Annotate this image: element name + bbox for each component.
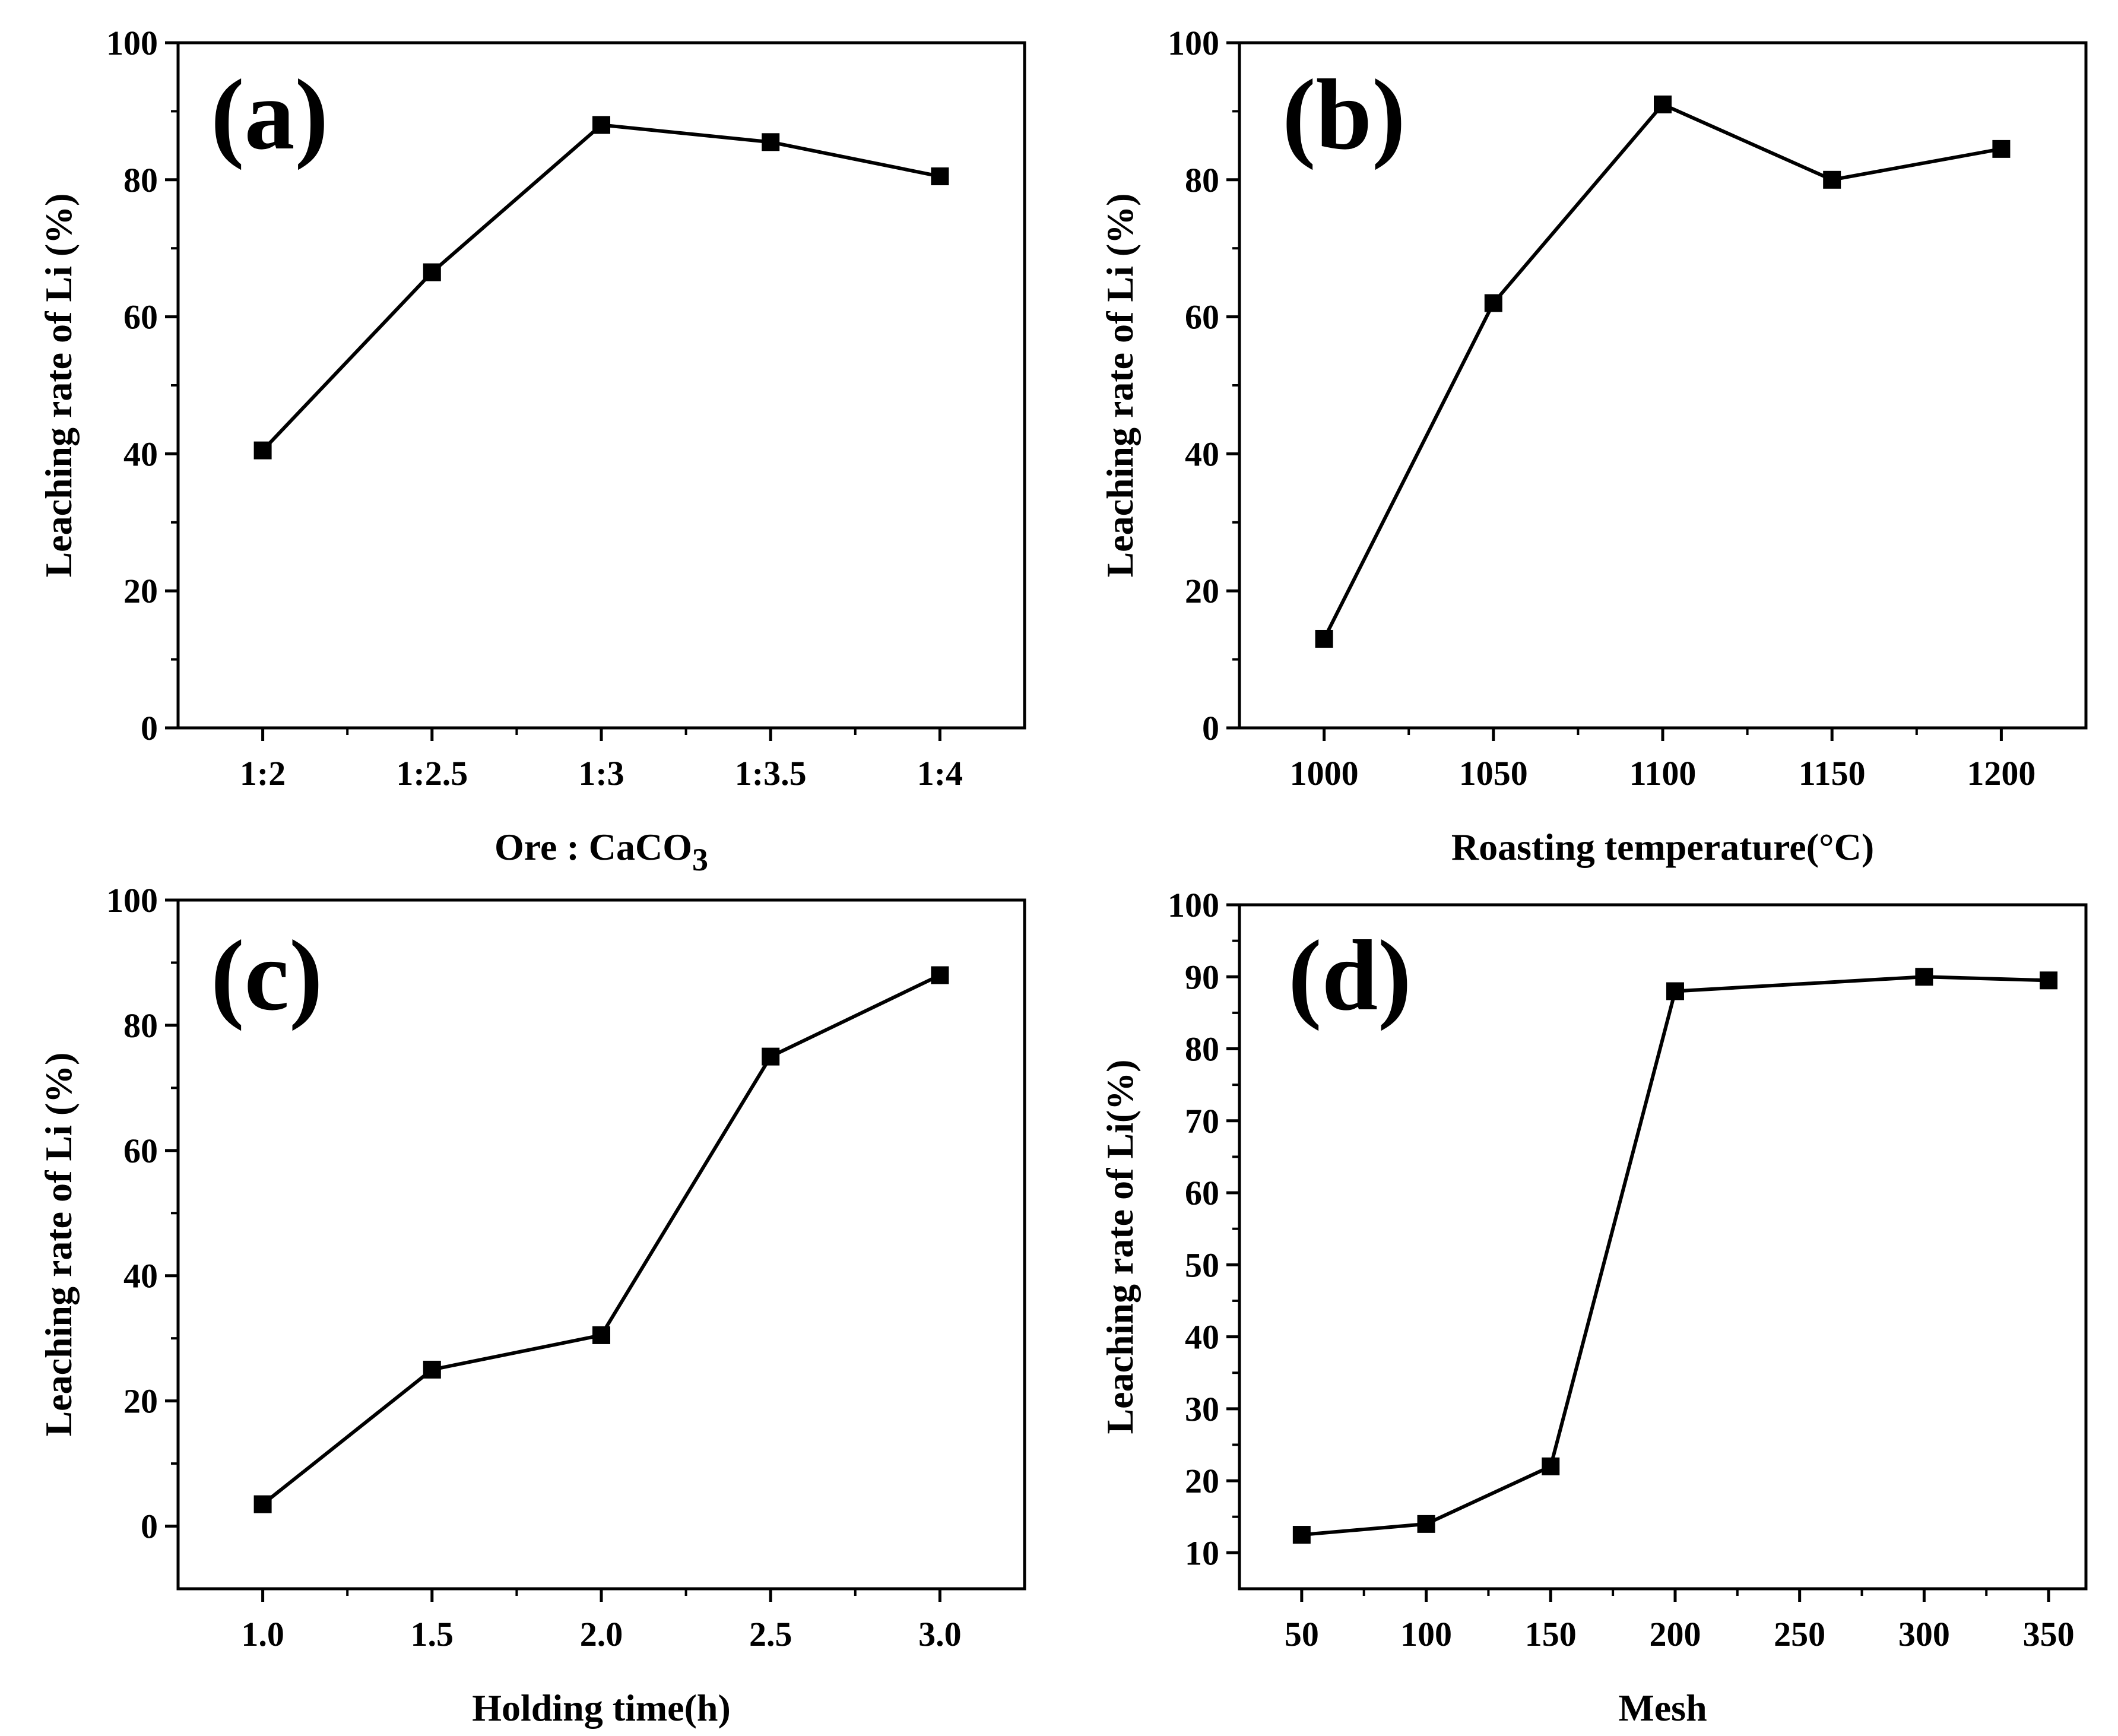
- x-axis-title: Roasting temperature(°C): [1451, 826, 1874, 868]
- data-point: [2040, 971, 2058, 990]
- x-tick-label: 1.0: [241, 1615, 284, 1653]
- x-axis-title: Mesh: [1618, 1687, 1707, 1729]
- y-tick-label: 100: [1168, 886, 1219, 924]
- y-axis-title: Leaching rate of Li(%): [1099, 1060, 1141, 1434]
- x-tick-label: 200: [1649, 1615, 1701, 1653]
- data-point: [1823, 170, 1841, 189]
- y-tick-label: 20: [1185, 572, 1219, 610]
- y-tick-label: 0: [1202, 709, 1219, 747]
- panel-label: (d): [1288, 920, 1412, 1031]
- x-tick-label: 150: [1525, 1615, 1577, 1653]
- data-point: [253, 1495, 272, 1513]
- x-tick-label: 1:2.5: [396, 754, 468, 793]
- y-tick-label: 90: [1185, 958, 1219, 996]
- data-point: [931, 167, 949, 186]
- data-point: [592, 116, 610, 134]
- y-axis-title: Leaching rate of Li (%): [1099, 194, 1141, 578]
- x-tick-label: 3.0: [918, 1615, 962, 1653]
- x-tick-label: 2.5: [749, 1615, 792, 1653]
- data-point: [1292, 1526, 1311, 1544]
- x-axis-title: Holding time(h): [472, 1687, 731, 1729]
- data-point: [592, 1326, 610, 1344]
- data-point: [1915, 968, 1933, 986]
- x-tick-label: 1050: [1459, 754, 1528, 793]
- y-tick-label: 20: [123, 1382, 158, 1421]
- x-tick-label: 100: [1400, 1615, 1452, 1653]
- y-tick-label: 40: [1185, 435, 1219, 473]
- x-tick-label: 2.0: [580, 1615, 623, 1653]
- y-tick-label: 100: [106, 881, 158, 920]
- data-point: [1315, 629, 1333, 648]
- panel-label: (c): [211, 920, 323, 1031]
- y-tick-label: 40: [1185, 1318, 1219, 1357]
- y-tick-label: 80: [1185, 161, 1219, 199]
- plot-frame: [1238, 903, 2088, 1591]
- y-axis-title: Leaching rate of Li (%): [37, 194, 80, 578]
- panel-label: (b): [1282, 59, 1406, 170]
- y-axis-title: Leaching rate of Li (%): [37, 1053, 80, 1437]
- y-tick-label: 70: [1185, 1102, 1219, 1141]
- data-point: [1484, 294, 1502, 312]
- panel-b: 0 20 40 60 80 100 1000 1050 1100 1150 1200 Roasting…: [1099, 24, 2088, 868]
- y-tick-label: 20: [1185, 1462, 1219, 1500]
- y-tick-label: 60: [1185, 298, 1219, 337]
- y-tick-label: 80: [123, 161, 158, 199]
- y-tick-label: 0: [141, 709, 158, 747]
- data-point: [1542, 1457, 1560, 1475]
- series-line: [261, 973, 941, 1506]
- y-tick-label: 60: [123, 298, 158, 337]
- data-point: [762, 133, 780, 151]
- y-tick-label: 100: [1168, 24, 1219, 62]
- series-line: [1322, 102, 2002, 640]
- data-point: [1417, 1515, 1435, 1533]
- x-tick-label: 1100: [1629, 754, 1697, 793]
- x-tick-label: 300: [1898, 1615, 1950, 1653]
- x-tick-label: 1:3.5: [735, 754, 807, 793]
- x-tick-label: 250: [1774, 1615, 1825, 1653]
- panel-d: 10 20 30 40 50 60 70 80 90 100 50 100 150 200 250 300 35…: [1099, 886, 2088, 1729]
- panel-c: 0 20 40 60 80 100 1.0 1.5 2.0 2.5 3.0 Holding time(…: [37, 881, 1026, 1729]
- series-line: [1301, 975, 2049, 1537]
- y-tick-label: 30: [1185, 1390, 1219, 1428]
- y-tick-label: 20: [123, 572, 158, 610]
- y-tick-label: 80: [123, 1006, 158, 1045]
- series-line: [261, 123, 940, 452]
- x-tick-label: 350: [2023, 1615, 2075, 1653]
- y-tick-label: 80: [1185, 1030, 1219, 1069]
- panel-label: (a): [211, 59, 328, 170]
- y-tick-label: 40: [123, 1257, 158, 1295]
- y-tick-label: 100: [106, 24, 158, 62]
- y-tick-label: 40: [123, 435, 158, 473]
- y-tick-label: 10: [1185, 1534, 1219, 1572]
- y-tick-label: 0: [141, 1507, 158, 1546]
- data-point: [1654, 95, 1672, 113]
- data-point: [423, 263, 441, 281]
- x-tick-label: 1:3: [578, 754, 624, 793]
- y-tick-label: 60: [1185, 1174, 1219, 1212]
- data-point: [253, 441, 272, 460]
- data-point: [931, 966, 949, 984]
- data-point: [1992, 140, 2011, 158]
- y-tick-label: 50: [1185, 1246, 1219, 1284]
- x-tick-label: 1:2: [240, 754, 286, 793]
- x-tick-label: 1:4: [917, 754, 963, 793]
- x-axis-title: Ore : CaCO3: [494, 826, 708, 877]
- x-tick-label: 1000: [1290, 754, 1359, 793]
- data-point: [423, 1360, 441, 1379]
- data-point: [1666, 982, 1684, 1000]
- y-tick-label: 60: [123, 1132, 158, 1170]
- x-tick-label: 1200: [1967, 754, 2035, 793]
- x-axis-title-subscript: 3: [692, 842, 708, 877]
- data-point: [762, 1047, 780, 1066]
- x-tick-label: 1.5: [411, 1615, 454, 1653]
- x-tick-label: 50: [1285, 1615, 1319, 1653]
- x-tick-label: 1150: [1799, 754, 1866, 793]
- panel-a: 0 20 40 60 80 100 1:2 1:2.5 1:3 1:3.5 1:4 Ore : CaC…: [37, 24, 1026, 877]
